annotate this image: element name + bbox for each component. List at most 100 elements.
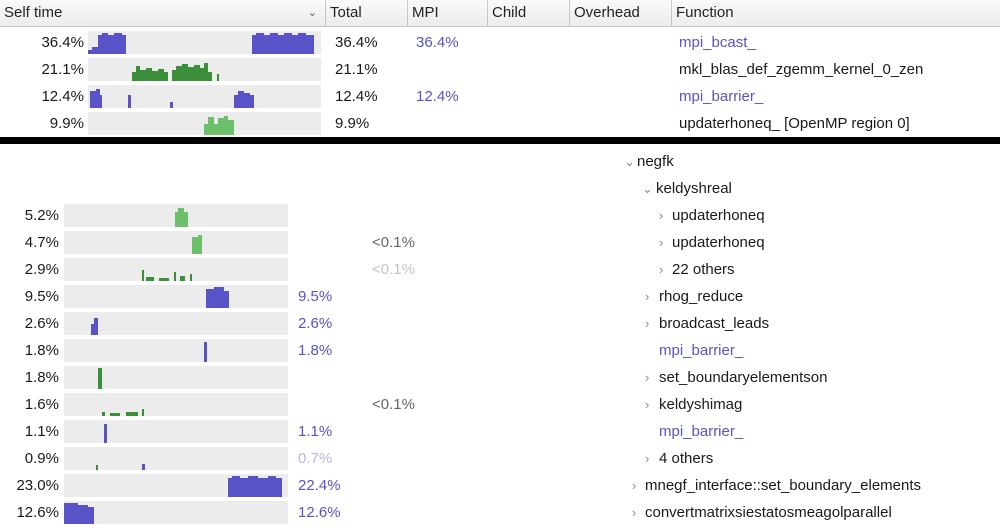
chevron-right-icon[interactable]: › (659, 235, 664, 250)
self-time-value: 9.9% (49, 115, 84, 132)
function-name[interactable]: set_boundaryelementson (659, 369, 828, 386)
table-header: Self time ⌄ Total MPI Child Overhead Fun… (0, 0, 1000, 27)
activity-sparkline (64, 258, 288, 281)
column-mpi[interactable]: MPI (407, 0, 487, 26)
column-child[interactable]: Child (487, 0, 569, 26)
tree-row[interactable]: 1.6% <0.1% › keldyshimag (0, 391, 1000, 418)
column-overhead[interactable]: Overhead (569, 0, 671, 26)
activity-sparkline (64, 474, 288, 497)
table-row[interactable]: 12.4% 12.4% 12.4% mpi_barrier_ (0, 83, 1000, 110)
function-name[interactable]: keldyshreal (656, 180, 732, 197)
total-value: 12.4% (335, 88, 378, 105)
chevron-down-icon[interactable]: ⌄ (642, 181, 653, 196)
activity-sparkline (88, 58, 321, 81)
table-row[interactable]: 9.9% 9.9% updaterhoneq_ [OpenMP region 0… (0, 110, 1000, 137)
child-value: <0.1% (372, 234, 415, 251)
tree-row[interactable]: 9.5% 9.5% › rhog_reduce (0, 283, 1000, 310)
chevron-right-icon[interactable]: › (659, 208, 664, 223)
column-function[interactable]: Function (671, 0, 1000, 26)
self-time-value: 12.6% (16, 504, 59, 521)
self-time-value: 4.7% (24, 234, 59, 251)
chevron-right-icon[interactable]: › (659, 262, 664, 277)
total-value: 21.1% (335, 61, 378, 78)
tree-row[interactable]: ⌄ negfk (0, 148, 1000, 175)
function-name[interactable]: mpi_barrier_ (659, 423, 744, 440)
tree-row[interactable]: ⌄ keldyshreal (0, 175, 1000, 202)
function-name[interactable]: rhog_reduce (659, 288, 744, 305)
functions-table: Self time ⌄ Total MPI Child Overhead Fun… (0, 0, 1000, 135)
mpi-value: 22.4% (298, 477, 341, 494)
mpi-value: 12.4% (416, 88, 459, 105)
column-self-time-label: Self time (4, 4, 63, 21)
mpi-value: 0.7% (298, 450, 333, 467)
self-time-value: 2.6% (24, 315, 59, 332)
chevron-right-icon[interactable]: › (645, 316, 650, 331)
activity-sparkline (88, 112, 321, 135)
function-name[interactable]: updaterhoneq (672, 234, 765, 251)
self-time-value: 1.8% (24, 369, 59, 386)
chevron-right-icon[interactable]: › (632, 505, 637, 520)
function-name[interactable]: 22 others (672, 261, 735, 278)
self-time-value: 36.4% (41, 34, 84, 51)
chevron-right-icon[interactable]: › (645, 397, 650, 412)
column-function-label: Function (676, 4, 734, 21)
activity-sparkline (64, 393, 288, 416)
self-time-value: 2.9% (24, 261, 59, 278)
tree-row[interactable]: 12.6% 12.6% › convertmatrixsiestatosmeag… (0, 499, 1000, 526)
mpi-value: 1.8% (298, 342, 333, 359)
chevron-right-icon[interactable]: › (645, 370, 650, 385)
tree-row[interactable]: 23.0% 22.4% › mnegf_interface::set_bound… (0, 472, 1000, 499)
function-name[interactable]: 4 others (659, 450, 714, 467)
activity-sparkline (64, 231, 288, 254)
tree-row[interactable]: 1.8% 1.8% mpi_barrier_ (0, 337, 1000, 364)
activity-sparkline (64, 501, 288, 524)
function-name[interactable]: mnegf_interface::set_boundary_elements (645, 477, 922, 494)
tree-row[interactable]: 1.8% › set_boundaryelementson (0, 364, 1000, 391)
chevron-down-icon[interactable]: ⌄ (624, 154, 635, 169)
activity-sparkline (88, 85, 321, 108)
column-total[interactable]: Total (325, 0, 407, 26)
function-name[interactable]: updaterhoneq_ [OpenMP region 0] (679, 115, 910, 132)
self-time-value: 0.9% (24, 450, 59, 467)
self-time-value: 21.1% (41, 61, 84, 78)
child-value: <0.1% (372, 396, 415, 413)
total-value: 9.9% (335, 115, 370, 132)
function-name[interactable]: negfk (637, 153, 674, 170)
tree-row[interactable]: 4.7% <0.1% › updaterhoneq (0, 229, 1000, 256)
activity-sparkline (64, 366, 288, 389)
panel-divider[interactable] (0, 137, 1000, 144)
chevron-right-icon[interactable]: › (632, 478, 637, 493)
column-mpi-label: MPI (412, 4, 439, 21)
tree-row[interactable]: 2.9% <0.1% › 22 others (0, 256, 1000, 283)
child-value: <0.1% (372, 261, 415, 278)
column-self-time[interactable]: Self time ⌄ (0, 0, 325, 26)
self-time-value: 12.4% (41, 88, 84, 105)
activity-sparkline (64, 285, 288, 308)
function-name[interactable]: updaterhoneq (672, 207, 765, 224)
column-overhead-label: Overhead (574, 4, 640, 21)
function-name[interactable]: mpi_bcast_ (679, 34, 756, 51)
function-name[interactable]: convertmatrixsiestatosmeagolparallel (645, 504, 892, 521)
chevron-right-icon[interactable]: › (645, 289, 650, 304)
column-total-label: Total (330, 4, 362, 21)
mpi-value: 1.1% (298, 423, 333, 440)
self-time-value: 1.8% (24, 342, 59, 359)
tree-row[interactable]: 5.2% › updaterhoneq (0, 202, 1000, 229)
function-name[interactable]: broadcast_leads (659, 315, 770, 332)
activity-sparkline (64, 420, 288, 443)
tree-row[interactable]: 0.9% 0.7% › 4 others (0, 445, 1000, 472)
table-row[interactable]: 36.4% 36.4% 36.4% mpi_bcast_ (0, 29, 1000, 56)
table-row[interactable]: 21.1% 21.1% mkl_blas_def_zgemm_kernel_0_… (0, 56, 1000, 83)
tree-row[interactable]: 2.6% 2.6% › broadcast_leads (0, 310, 1000, 337)
function-name[interactable]: keldyshimag (659, 396, 743, 413)
activity-sparkline (64, 447, 288, 470)
function-name[interactable]: mpi_barrier_ (679, 88, 764, 105)
function-name[interactable]: mkl_blas_def_zgemm_kernel_0_zen (679, 61, 924, 78)
function-name[interactable]: mpi_barrier_ (659, 342, 744, 359)
mpi-value: 36.4% (416, 34, 459, 51)
chevron-right-icon[interactable]: › (645, 451, 650, 466)
tree-row[interactable]: 1.1% 1.1% mpi_barrier_ (0, 418, 1000, 445)
self-time-value: 1.1% (24, 423, 59, 440)
sort-descending-icon[interactable]: ⌄ (307, 7, 317, 19)
activity-sparkline (64, 339, 288, 362)
